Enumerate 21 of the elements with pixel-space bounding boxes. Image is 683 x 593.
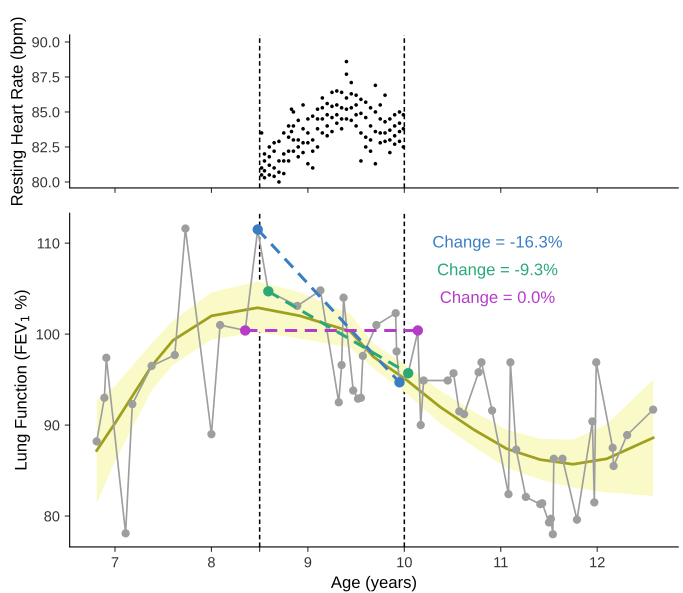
x-tick-label: 9 (304, 557, 312, 568)
annotation: Change = 0.0% (440, 290, 555, 306)
y-tick-label: 80.0 (32, 177, 60, 188)
y-tick-label: 90 (44, 420, 60, 431)
y-tick-label: 90.0 (32, 37, 60, 48)
y-tick-label: 82.5 (32, 142, 60, 152)
annotation: Change = -9.3% (438, 263, 558, 279)
annotation: Change = -16.3% (433, 235, 562, 251)
x-tick-label: 10 (397, 557, 412, 568)
x-axis-title: Age (years) (330, 576, 416, 592)
y-axis-title: Resting Heart Rate (bpm) (10, 18, 26, 206)
x-tick-label: 12 (590, 557, 605, 568)
x-tick-label: 8 (208, 557, 215, 568)
y-tick-label: 110 (38, 238, 60, 249)
y-tick-label: 85.0 (32, 107, 60, 118)
x-tick-label: 7 (112, 557, 118, 568)
y-axis-title: Lung Function (FEV$_{1}$ %) (14, 290, 30, 470)
x-tick-label: 11 (494, 557, 508, 568)
y-tick-label: 100 (36, 329, 60, 340)
y-tick-label: 80 (44, 511, 60, 522)
y-tick-label: 87.5 (32, 72, 60, 82)
